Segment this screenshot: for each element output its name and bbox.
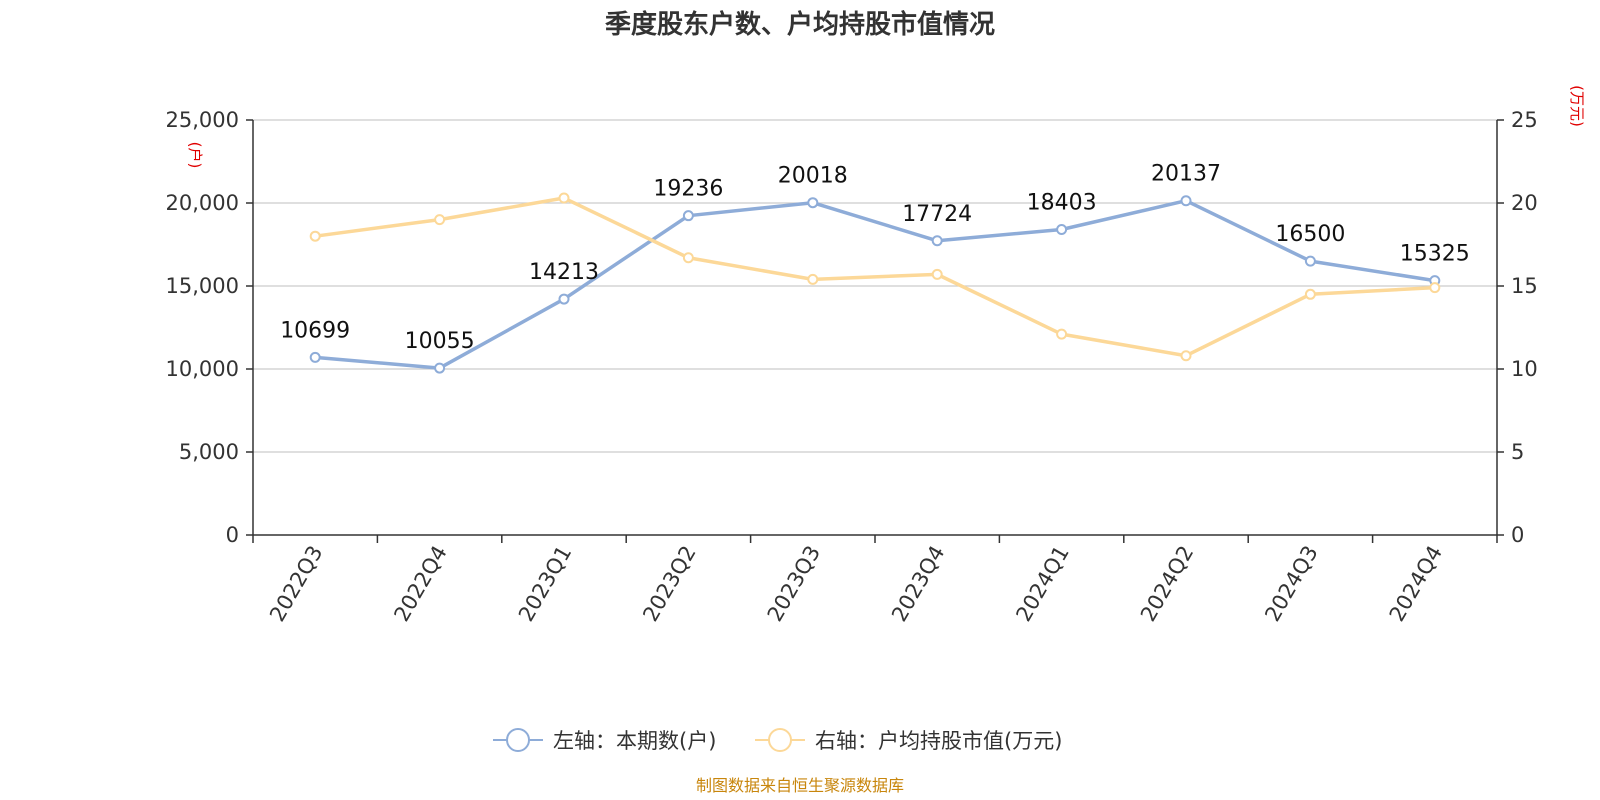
series-0-data-label: 20137 bbox=[1151, 162, 1221, 187]
series-0-point[interactable] bbox=[931, 235, 943, 247]
series-0-data-label: 10055 bbox=[405, 329, 475, 354]
legend-marker-0 bbox=[506, 728, 530, 752]
source-note: 制图数据来自恒生聚源数据库 bbox=[696, 776, 904, 795]
series-1-point[interactable] bbox=[434, 214, 446, 226]
series-0-point[interactable] bbox=[1304, 255, 1316, 267]
series-0-point[interactable] bbox=[1180, 195, 1192, 207]
series-line-1 bbox=[314, 196, 1435, 358]
series-0-point[interactable] bbox=[807, 197, 819, 209]
series-0-point[interactable] bbox=[1056, 224, 1068, 236]
series-0-data-label: 20018 bbox=[778, 164, 848, 189]
legend[interactable]: 左轴：本期数(户) 右轴：户均持股市值(万元) bbox=[493, 728, 1062, 753]
x-axis-tick-label: 2023Q4 bbox=[887, 541, 949, 625]
grid-lines bbox=[253, 119, 1497, 453]
series-0-data-label: 14213 bbox=[529, 260, 599, 285]
series-line-0 bbox=[315, 198, 1436, 370]
series-layer bbox=[309, 192, 1441, 374]
series-1-point[interactable] bbox=[309, 230, 321, 242]
left-axis-unit: (户) bbox=[186, 142, 204, 169]
series-0-point[interactable] bbox=[558, 293, 570, 305]
legend-label-0[interactable]: 左轴：本期数(户) bbox=[553, 729, 716, 753]
x-axis-tick-label: 2024Q2 bbox=[1136, 542, 1198, 626]
series-1-point[interactable] bbox=[682, 252, 694, 264]
x-axis-tick-label: 2024Q3 bbox=[1260, 542, 1322, 626]
series-0-data-label: 17724 bbox=[902, 202, 972, 227]
x-axis-tick-label: 2024Q1 bbox=[1011, 542, 1073, 626]
series-1-point[interactable] bbox=[1304, 288, 1316, 300]
series-0-data-label: 19236 bbox=[653, 177, 723, 202]
right-axis-tick-label: 0 bbox=[1511, 523, 1524, 547]
right-axis-tick-label: 25 bbox=[1511, 108, 1538, 132]
right-axis-tick-label: 20 bbox=[1511, 191, 1538, 215]
series-1-point[interactable] bbox=[807, 273, 819, 285]
chart-title: 季度股东户数、户均持股市值情况 bbox=[605, 9, 995, 40]
axes: 0 5,000 10,000 15,000 20,000 25,000 0 5 10 15 20 25… bbox=[166, 108, 1538, 626]
series-1-point[interactable] bbox=[1429, 282, 1441, 294]
series-1-point[interactable] bbox=[931, 268, 943, 280]
left-axis-tick-label: 15,000 bbox=[166, 274, 239, 298]
right-axis-tick-label: 10 bbox=[1511, 357, 1538, 381]
left-axis-tick-label: 5,000 bbox=[179, 440, 239, 464]
series-0-point[interactable] bbox=[434, 362, 446, 374]
right-axis-tick-label: 5 bbox=[1511, 440, 1524, 464]
right-axis-unit: (万元) bbox=[1568, 85, 1586, 127]
x-axis-tick-label: 2023Q2 bbox=[638, 542, 700, 626]
left-axis-tick-label: 20,000 bbox=[166, 191, 239, 215]
series-0-data-label: 18403 bbox=[1027, 191, 1097, 216]
series-1-point[interactable] bbox=[1056, 328, 1068, 340]
series-1-point[interactable] bbox=[558, 192, 570, 204]
series-0-data-label: 10699 bbox=[280, 318, 350, 343]
legend-label-1[interactable]: 右轴：户均持股市值(万元) bbox=[815, 729, 1062, 753]
data-labels: 10699 10055 14213 19236 20018 17724 18403 20137… bbox=[280, 162, 1470, 354]
x-axis-tick-label: 2024Q4 bbox=[1385, 542, 1447, 626]
series-0-data-label: 16500 bbox=[1275, 222, 1345, 247]
series-0-point[interactable] bbox=[309, 351, 321, 363]
legend-marker-1 bbox=[768, 728, 792, 752]
left-axis-tick-label: 0 bbox=[226, 523, 239, 547]
x-axis-tick-label: 2022Q3 bbox=[265, 542, 327, 626]
series-0-data-label: 15325 bbox=[1400, 242, 1470, 267]
left-axis-tick-label: 10,000 bbox=[166, 357, 239, 381]
series-1-point[interactable] bbox=[1180, 350, 1192, 362]
x-axis-tick-label: 2022Q4 bbox=[389, 542, 451, 626]
x-axis-tick-label: 2023Q1 bbox=[514, 542, 576, 626]
x-axis-tick-label: 2023Q3 bbox=[763, 542, 825, 626]
series-0-point[interactable] bbox=[682, 210, 694, 222]
left-axis-tick-label: 25,000 bbox=[166, 108, 239, 132]
right-axis-tick-label: 15 bbox=[1511, 274, 1538, 298]
